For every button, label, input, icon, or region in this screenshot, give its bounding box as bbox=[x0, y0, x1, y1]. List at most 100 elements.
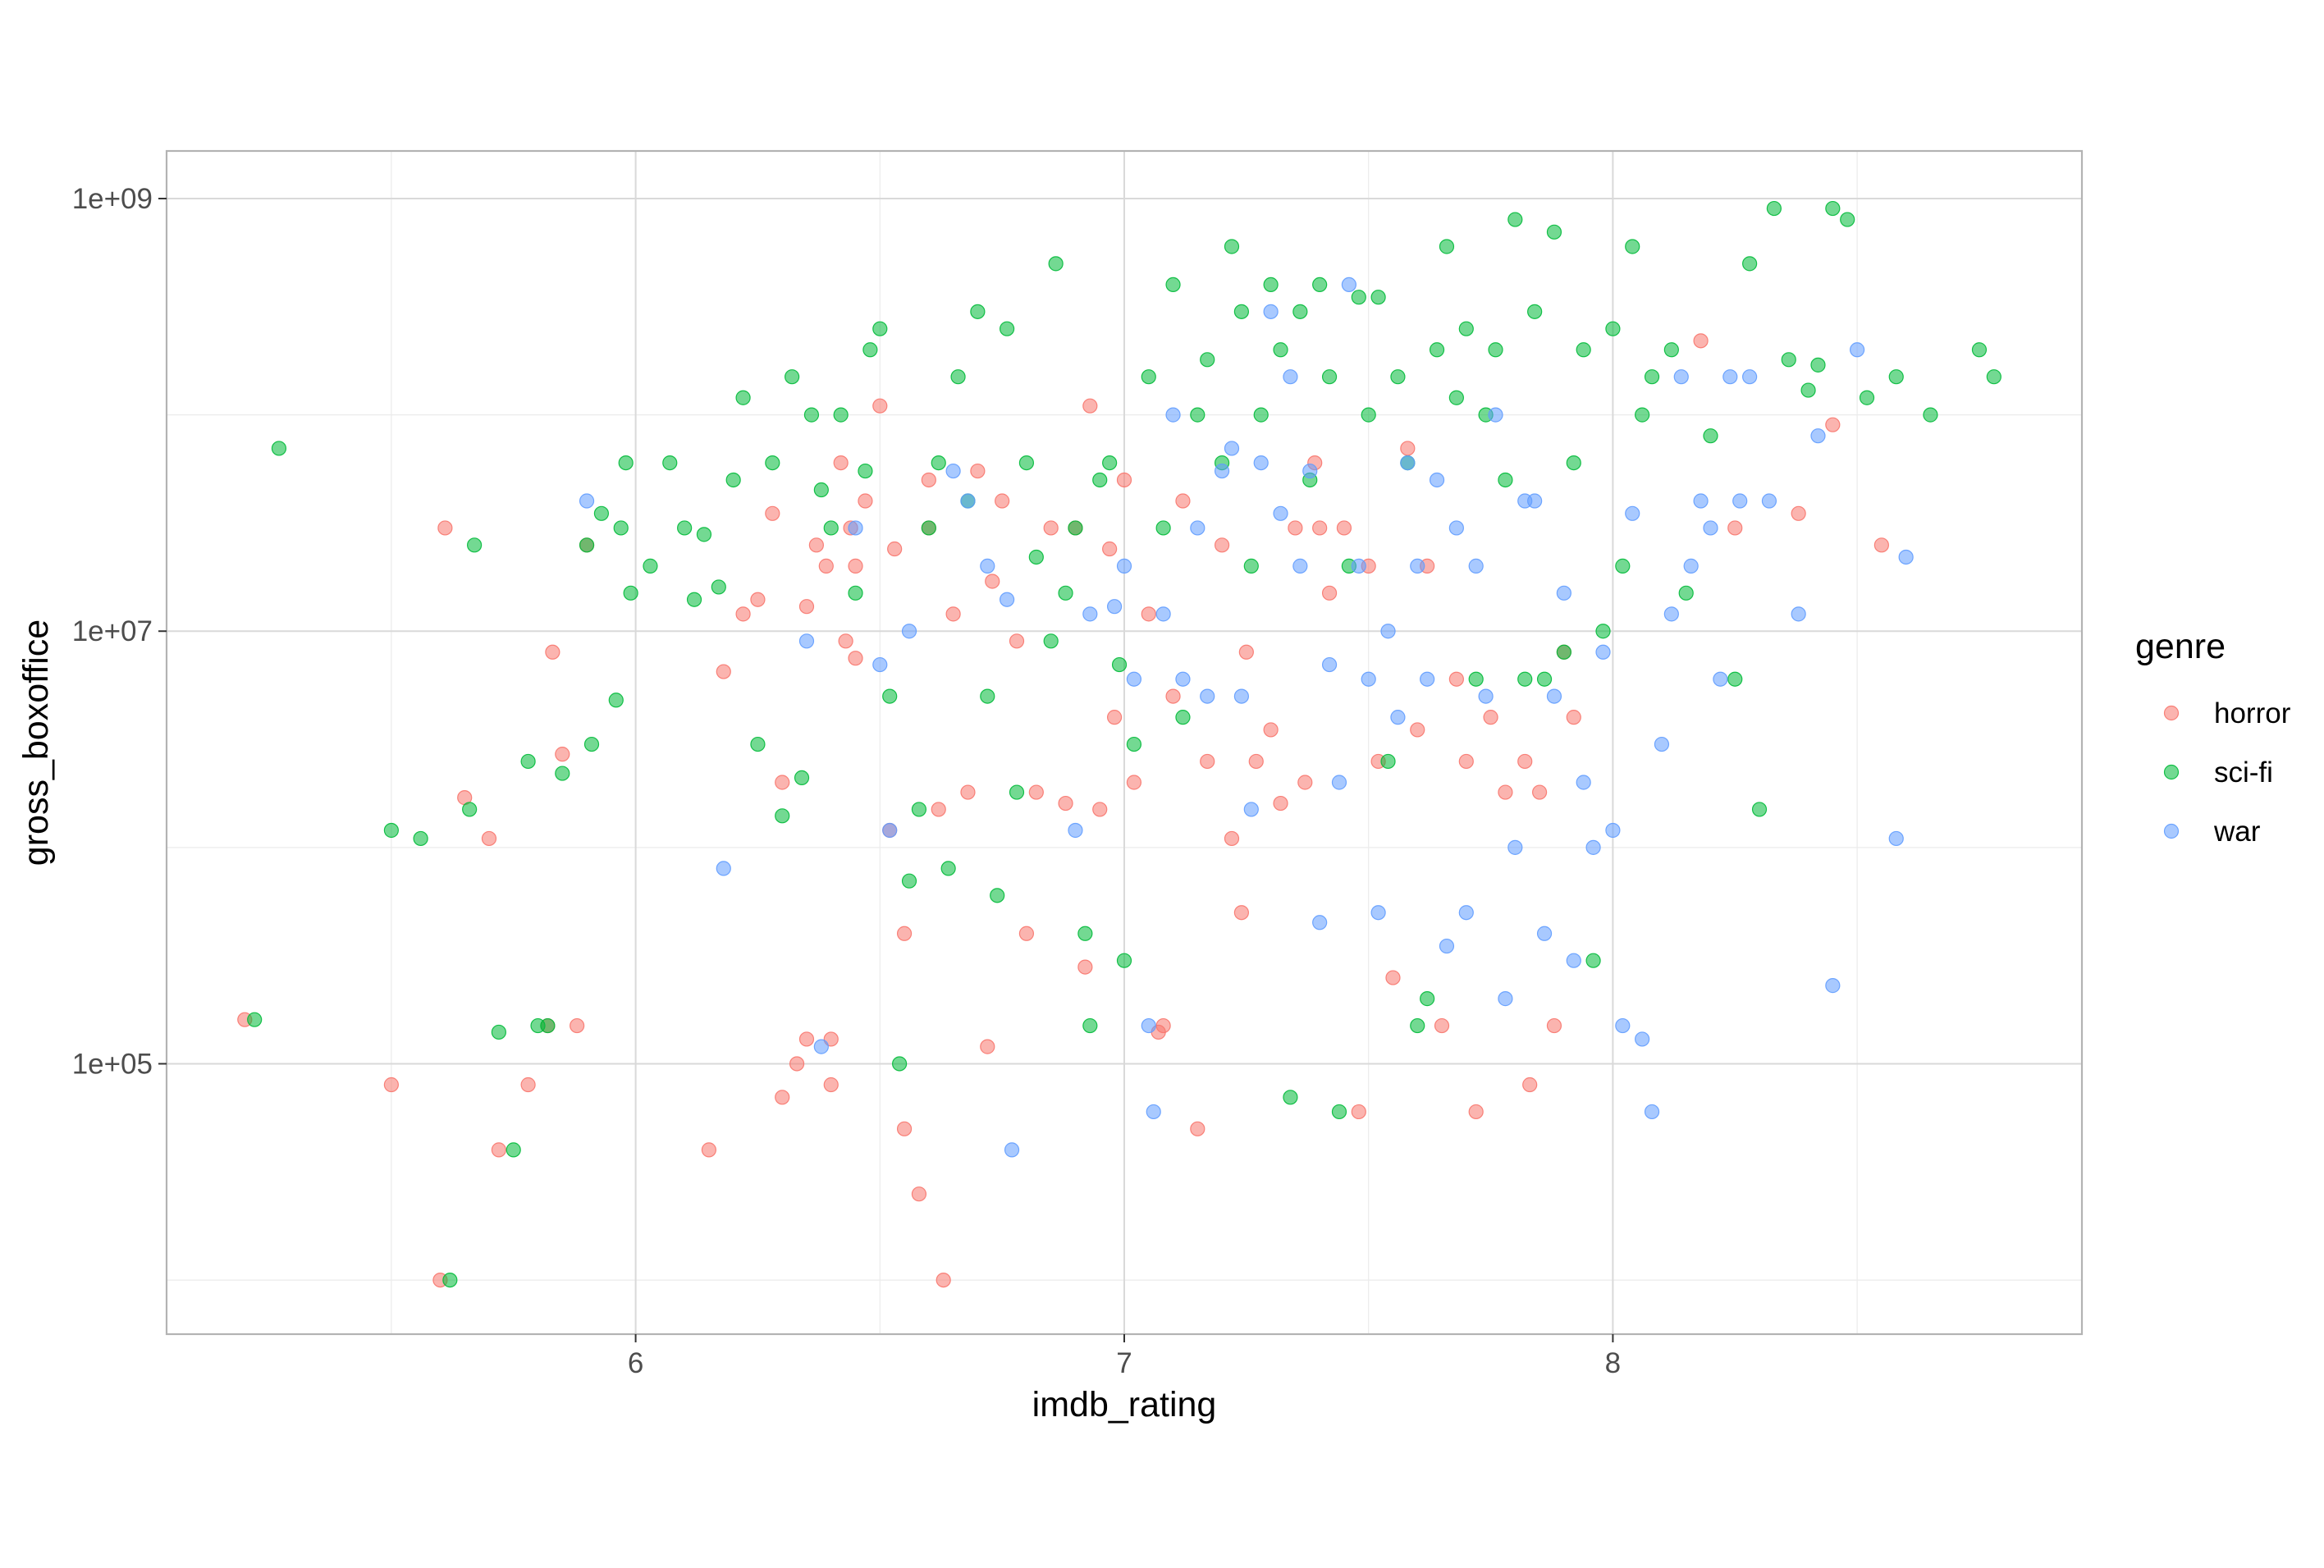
data-point-war bbox=[848, 520, 863, 536]
data-point-sci-fi bbox=[540, 1017, 556, 1034]
data-point-sci-fi bbox=[1068, 520, 1083, 536]
data-point-war bbox=[1448, 520, 1464, 536]
data-point-war bbox=[1361, 671, 1376, 687]
data-point-sci-fi bbox=[1566, 455, 1581, 471]
data-point-horror bbox=[1106, 710, 1123, 725]
data-point-sci-fi bbox=[1200, 352, 1215, 368]
data-point-sci-fi bbox=[1410, 1017, 1425, 1034]
data-point-horror bbox=[896, 1121, 913, 1136]
data-point-war bbox=[1141, 1017, 1156, 1034]
data-point-war bbox=[1663, 606, 1679, 622]
data-point-sci-fi bbox=[1663, 342, 1679, 358]
data-point-horror bbox=[1297, 775, 1313, 790]
data-point-war bbox=[813, 1039, 829, 1054]
data-point-horror bbox=[1009, 633, 1025, 649]
data-point-war bbox=[1605, 822, 1621, 839]
data-point-horror bbox=[555, 747, 570, 762]
data-point-sci-fi bbox=[413, 830, 428, 847]
data-point-horror bbox=[735, 606, 751, 622]
data-point-sci-fi bbox=[1888, 369, 1904, 385]
data-point-horror bbox=[1312, 520, 1328, 536]
series-horror bbox=[237, 333, 1889, 1288]
data-point-war bbox=[1654, 736, 1670, 752]
data-point-horror bbox=[970, 463, 986, 479]
grid-lines bbox=[167, 151, 2082, 1334]
data-point-sci-fi bbox=[1028, 549, 1044, 565]
data-point-sci-fi bbox=[506, 1142, 521, 1158]
data-point-war bbox=[1106, 599, 1123, 615]
data-point-sci-fi bbox=[970, 304, 986, 319]
data-point-war bbox=[716, 861, 731, 876]
data-point-horror bbox=[765, 505, 780, 521]
data-point-sci-fi bbox=[1263, 277, 1279, 293]
data-point-horror bbox=[1483, 710, 1498, 725]
x-tick-label: 6 bbox=[628, 1347, 643, 1379]
data-point-horror bbox=[823, 1077, 839, 1093]
data-point-sci-fi bbox=[1429, 342, 1445, 358]
data-point-war bbox=[882, 822, 898, 839]
data-point-sci-fi bbox=[583, 736, 600, 752]
data-point-sci-fi bbox=[750, 736, 766, 752]
data-point-horror bbox=[833, 455, 849, 471]
data-point-sci-fi bbox=[613, 520, 629, 536]
data-point-horror bbox=[1825, 417, 1841, 432]
y-axis-title: gross_boxoffice bbox=[16, 619, 56, 866]
data-point-horror bbox=[1028, 784, 1044, 800]
data-point-sci-fi bbox=[1370, 290, 1386, 305]
data-point-sci-fi bbox=[990, 888, 1005, 903]
data-point-sci-fi bbox=[1810, 357, 1826, 373]
data-point-horror bbox=[1468, 1104, 1484, 1120]
legend-items: horror sci-fi war bbox=[2163, 697, 2291, 848]
data-point-horror bbox=[1058, 795, 1073, 811]
data-point-horror bbox=[1248, 753, 1264, 770]
data-point-horror bbox=[1400, 441, 1416, 456]
data-point-war bbox=[1850, 342, 1865, 358]
data-point-sci-fi bbox=[247, 1012, 263, 1027]
data-point-war bbox=[945, 463, 961, 479]
data-point-sci-fi bbox=[1224, 239, 1240, 254]
data-point-horror bbox=[1693, 333, 1709, 349]
data-point-war bbox=[1742, 369, 1758, 385]
data-point-sci-fi bbox=[271, 441, 287, 456]
data-point-war bbox=[1703, 520, 1718, 536]
data-point-horror bbox=[1200, 753, 1215, 770]
data-point-war bbox=[1155, 606, 1171, 622]
data-point-horror bbox=[1873, 537, 1889, 553]
data-point-war bbox=[1233, 688, 1249, 704]
data-point-war bbox=[1082, 606, 1098, 622]
data-point-horror bbox=[960, 784, 976, 800]
data-point-horror bbox=[985, 574, 1000, 589]
data-point-horror bbox=[887, 541, 903, 557]
data-point-sci-fi bbox=[1048, 256, 1064, 272]
y-tick-label: 1e+05 bbox=[72, 1048, 153, 1080]
data-point-sci-fi bbox=[462, 802, 478, 817]
data-point-sci-fi bbox=[1155, 520, 1171, 536]
legend-key-war bbox=[2163, 823, 2180, 839]
data-point-war bbox=[1888, 830, 1904, 847]
data-point-sci-fi bbox=[1615, 558, 1631, 574]
data-point-war bbox=[1175, 671, 1191, 687]
data-point-war bbox=[1488, 407, 1503, 423]
data-point-war bbox=[1243, 802, 1259, 817]
y-tick-label: 1e+07 bbox=[72, 615, 153, 647]
data-point-horror bbox=[1141, 606, 1156, 622]
data-point-horror bbox=[1273, 795, 1288, 811]
data-point-sci-fi bbox=[1190, 407, 1205, 423]
data-point-sci-fi bbox=[1517, 671, 1533, 687]
data-point-horror bbox=[1448, 671, 1464, 687]
data-point-war bbox=[1585, 839, 1601, 855]
data-point-sci-fi bbox=[1009, 784, 1025, 800]
data-point-war bbox=[1273, 505, 1288, 521]
data-point-horror bbox=[1233, 905, 1249, 921]
data-point-war bbox=[960, 493, 976, 509]
data-point-sci-fi bbox=[1536, 671, 1553, 687]
x-axis-title: imdb_rating bbox=[1032, 1385, 1217, 1424]
data-point-horror bbox=[437, 520, 453, 536]
data-point-horror bbox=[798, 599, 815, 615]
data-point-sci-fi bbox=[940, 861, 956, 876]
data-point-war bbox=[1200, 688, 1215, 704]
data-point-sci-fi bbox=[1439, 239, 1455, 254]
data-point-war bbox=[1253, 455, 1269, 471]
data-point-horror bbox=[1102, 541, 1118, 557]
